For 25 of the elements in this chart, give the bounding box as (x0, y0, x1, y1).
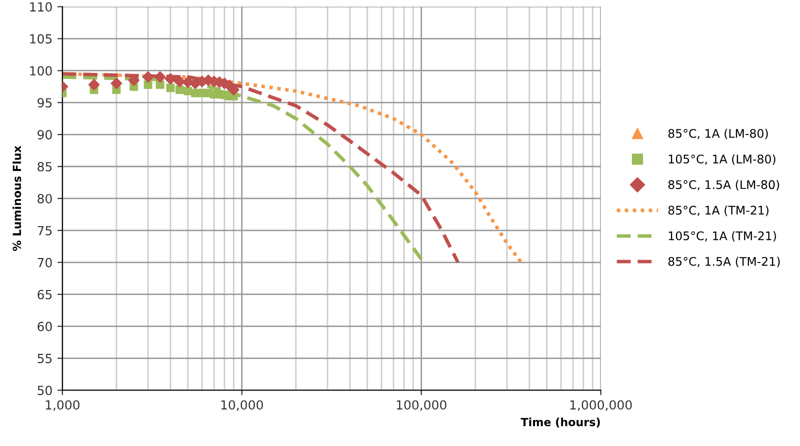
legend-label: 85°C, 1.5A (TM-21) (668, 256, 780, 268)
x-tick-label: 1,000,000 (570, 400, 632, 411)
x-tick-label: 1,000 (46, 400, 80, 411)
y-tick-label: 75 (38, 226, 52, 236)
y-axis-title: % Luminous Flux (12, 146, 22, 252)
y-tick-label: 70 (38, 258, 52, 268)
legend-label: 105°C, 1A (TM-21) (668, 231, 776, 242)
y-tick-label: 50 (38, 386, 52, 396)
x-tick-label: 100,000 (396, 400, 446, 411)
y-tick-label: 100 (30, 66, 52, 76)
y-tick-label: 95 (38, 98, 52, 108)
legend-label: 105°C, 1A (LM-80) (668, 154, 776, 165)
y-tick-label: 60 (38, 322, 52, 332)
y-tick-label: 85 (38, 162, 52, 172)
x-axis-title: Time (hours) (520, 418, 600, 428)
y-tick-label: 80 (38, 194, 52, 204)
legend-label: 85°C, 1A (LM-80) (668, 128, 768, 140)
x-tick-label: 10,000 (221, 400, 263, 411)
y-tick-label: 90 (38, 130, 52, 140)
legend-label: 85°C, 1A (TM-21) (668, 206, 768, 216)
y-tick-label: 110 (30, 2, 52, 12)
y-tick-label: 105 (30, 34, 52, 44)
y-tick-label: 55 (38, 354, 52, 364)
legend-label: 85°C, 1.5A (LM-80) (668, 180, 780, 190)
y-tick-label: 65 (38, 290, 52, 300)
